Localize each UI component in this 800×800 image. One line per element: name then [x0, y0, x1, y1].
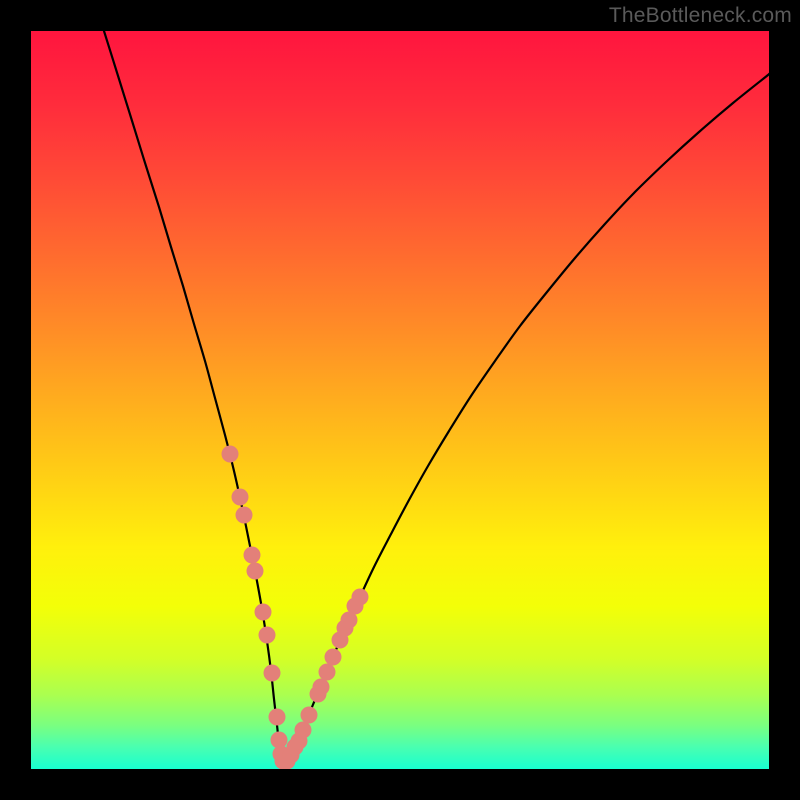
- marker-dot: [236, 507, 253, 524]
- marker-dot: [247, 563, 264, 580]
- marker-dot: [319, 664, 336, 681]
- curve-layer: [31, 31, 769, 769]
- marker-dot: [313, 679, 330, 696]
- marker-dot: [259, 627, 276, 644]
- watermark-text: TheBottleneck.com: [609, 4, 792, 28]
- marker-dot: [255, 604, 272, 621]
- bottleneck-curve: [104, 31, 769, 763]
- marker-dot: [352, 589, 369, 606]
- chart-frame: TheBottleneck.com: [0, 0, 800, 800]
- markers-group: [222, 446, 369, 770]
- marker-dot: [244, 547, 261, 564]
- marker-dot: [325, 649, 342, 666]
- marker-dot: [222, 446, 239, 463]
- marker-dot: [269, 709, 286, 726]
- marker-dot: [232, 489, 249, 506]
- marker-dot: [295, 722, 312, 739]
- plot-area: [31, 31, 769, 769]
- marker-dot: [301, 707, 318, 724]
- marker-dot: [264, 665, 281, 682]
